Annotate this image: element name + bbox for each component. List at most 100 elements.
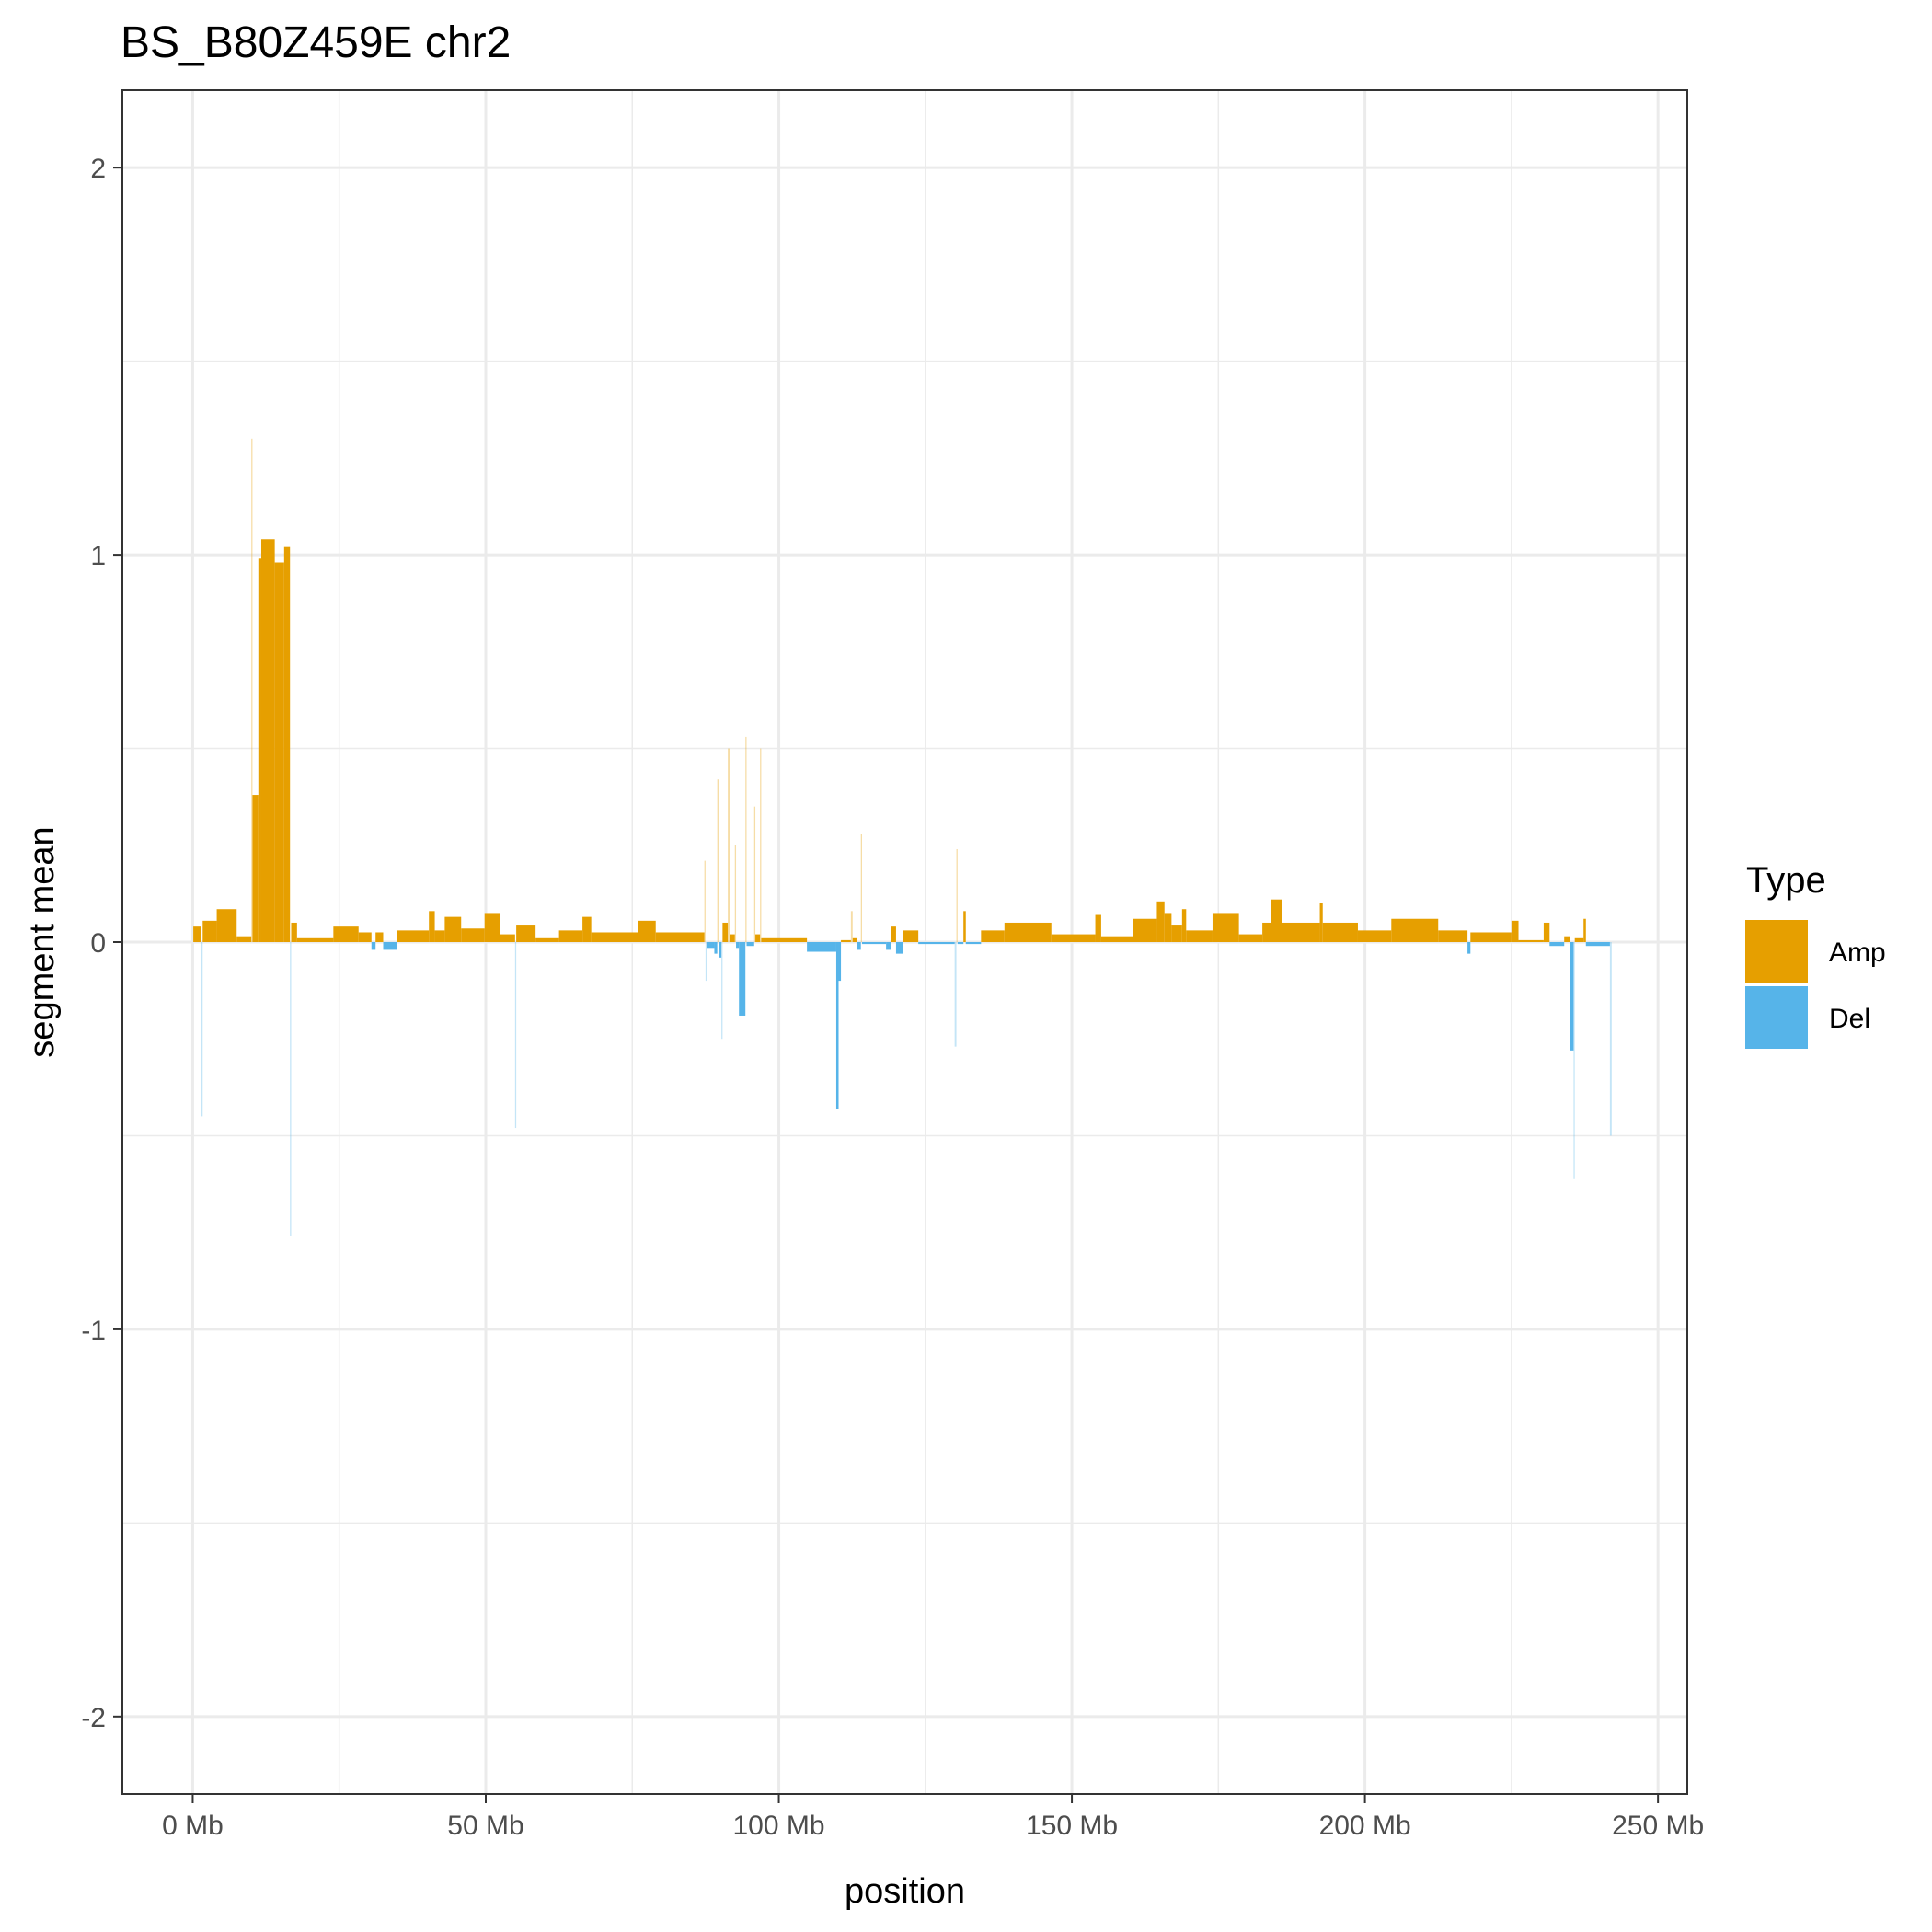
amp-segment-bar-49	[753, 806, 756, 942]
amp-segment-bar-51	[760, 748, 762, 942]
amp-segment-bar-19	[397, 930, 430, 942]
amp-segment-bar-28	[535, 937, 559, 942]
amp-segment-bar-65	[903, 930, 919, 942]
del-segment-bar-66	[918, 942, 955, 945]
del-segment-bar-59	[857, 942, 861, 950]
amp-segment-bar-87	[1282, 922, 1320, 942]
amp-segment-bar-96	[1518, 939, 1544, 942]
amp-segment-bar-81	[1181, 909, 1187, 942]
del-segment-bar-53	[807, 942, 836, 952]
del-segment-bar-46	[739, 942, 746, 1016]
amp-segment-bar-90	[1357, 930, 1392, 942]
amp-segment-bar-29	[558, 930, 583, 942]
amp-segment-bar-42	[728, 748, 730, 942]
x-tick-label: 250 Mb	[1612, 1811, 1704, 1841]
amp-segment-bar-7	[258, 558, 261, 942]
amp-segment-bar-31	[591, 932, 638, 942]
amp-segment-bar-4	[236, 936, 252, 942]
amp-segment-bar-15	[358, 932, 372, 942]
amp-segment-bar-74	[1051, 934, 1096, 942]
amp-segment-bar-47	[745, 736, 747, 942]
x-tick-label: 100 Mb	[732, 1811, 824, 1841]
amp-segment-bar-63	[891, 926, 896, 942]
del-segment-bar-93	[1467, 942, 1471, 954]
del-segment-bar-18	[383, 942, 397, 950]
amp-segment-bar-72	[981, 930, 1005, 942]
x-axis: 0 Mb 50 Mb 100 Mb 150 Mb 200 Mb 250 Mb	[162, 1794, 1704, 1841]
y-tick-label: 2	[90, 154, 106, 184]
amp-segment-bar-73	[1004, 922, 1052, 942]
del-segment-bar-105	[1609, 942, 1612, 1136]
amp-segment-bar-8	[260, 539, 275, 942]
amp-segment-bar-79	[1164, 913, 1172, 942]
y-axis: -2 -1 0 1 2	[81, 154, 122, 1733]
amp-segment-bar-23	[461, 928, 485, 942]
legend-label-amp: Amp	[1829, 937, 1886, 968]
amp-segment-bar-6	[252, 795, 259, 942]
y-tick-label: -1	[81, 1316, 106, 1346]
x-tick-label: 50 Mb	[447, 1811, 523, 1841]
amp-segment-bar-102	[1574, 937, 1584, 942]
amp-segment-bar-94	[1470, 932, 1512, 942]
del-segment-bar-64	[895, 942, 903, 954]
legend-key-amp	[1745, 920, 1808, 983]
amp-segment-bar-24	[484, 913, 500, 942]
amp-segment-bar-9	[274, 562, 284, 942]
amp-segment-bar-57	[850, 911, 853, 942]
amp-segment-bar-75	[1095, 914, 1101, 942]
amp-segment-bar-84	[1238, 934, 1263, 942]
amp-segment-bar-34	[704, 860, 706, 942]
amp-segment-bar-38	[717, 779, 719, 942]
amp-segment-bar-21	[434, 930, 445, 942]
del-segment-bar-39	[719, 942, 722, 958]
amp-segment-bar-14	[333, 926, 359, 942]
amp-segment-bar-82	[1186, 930, 1213, 942]
amp-segment-bar-95	[1511, 920, 1519, 942]
del-segment-bar-101	[1573, 942, 1575, 1179]
del-segment-bar-71	[965, 942, 982, 945]
del-segment-bar-104	[1585, 942, 1610, 947]
amp-segment-bar-77	[1133, 918, 1157, 942]
amp-segment-bar-58	[852, 937, 857, 942]
del-segment-bar-35	[705, 942, 707, 982]
y-tick-label: 1	[90, 541, 106, 571]
amp-segment-bar-0	[193, 926, 202, 942]
del-segment-bar-37	[714, 942, 718, 954]
legend-label-del: Del	[1829, 1004, 1870, 1034]
del-segment-bar-98	[1549, 942, 1565, 947]
chart-title: BS_B80Z459E chr2	[121, 18, 511, 67]
del-segment-bar-40	[721, 942, 723, 1040]
amp-segment-bar-86	[1271, 899, 1282, 942]
amp-segment-bar-70	[963, 911, 966, 942]
amp-segment-bar-3	[216, 909, 237, 942]
y-tick-label: 0	[90, 928, 106, 959]
amp-segment-bar-83	[1212, 913, 1239, 942]
del-segment-bar-54	[835, 942, 839, 1109]
del-segment-bar-36	[707, 942, 715, 949]
x-tick-label: 0 Mb	[162, 1811, 224, 1841]
amp-segment-bar-22	[444, 916, 462, 942]
amp-segment-bar-43	[730, 934, 735, 942]
legend-title: Type	[1746, 860, 1826, 901]
amp-segment-bar-20	[429, 911, 435, 942]
legend-key-del	[1745, 986, 1808, 1049]
x-tick-label: 150 Mb	[1026, 1811, 1118, 1841]
amp-segment-bar-50	[755, 934, 761, 942]
amp-segment-bar-56	[841, 939, 851, 942]
amp-segment-bar-33	[655, 932, 705, 942]
amp-segment-bar-91	[1391, 918, 1439, 942]
amp-segment-bar-78	[1156, 901, 1165, 942]
amp-segment-bar-27	[516, 925, 536, 942]
amp-segment-bar-103	[1583, 918, 1586, 942]
amp-segment-bar-10	[283, 546, 291, 942]
del-segment-bar-16	[371, 942, 376, 950]
amp-segment-bar-52	[761, 937, 808, 942]
amp-segment-bar-89	[1322, 922, 1358, 942]
amp-segment-bar-17	[375, 932, 384, 942]
del-segment-bar-1	[201, 942, 203, 1117]
amp-segment-bar-88	[1319, 903, 1323, 942]
amp-segment-bar-30	[582, 916, 592, 942]
x-axis-title: position	[845, 1872, 965, 1911]
amp-segment-bar-60	[860, 834, 862, 942]
